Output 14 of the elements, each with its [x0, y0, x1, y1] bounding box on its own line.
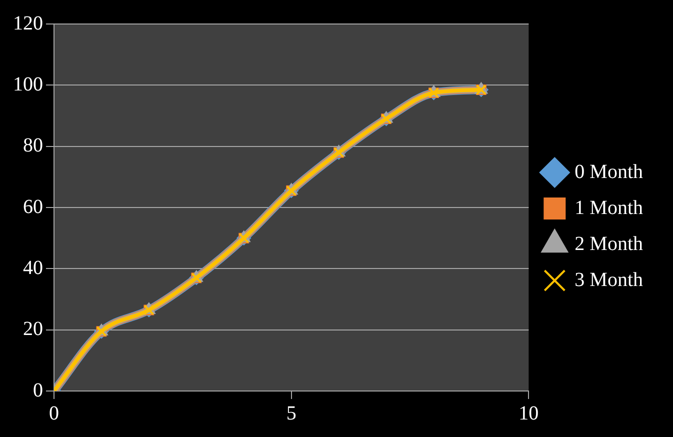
x-tick-label: 0	[49, 402, 59, 424]
y-tick-label: 40	[23, 256, 43, 279]
legend-label: 3 Month	[574, 268, 644, 291]
x-tick-label: 10	[518, 402, 539, 424]
y-tick-label: 0	[33, 379, 43, 402]
y-tick-label: 120	[13, 12, 43, 34]
y-tick-label: 80	[23, 134, 43, 157]
legend-label: 0 Month	[574, 160, 644, 183]
y-tick-label: 60	[23, 196, 43, 218]
y-tick-label: 20	[23, 318, 43, 340]
y-tick-label: 100	[13, 73, 43, 96]
legend-label: 2 Month	[574, 232, 644, 255]
legend-label: 1 Month	[574, 196, 644, 219]
x-tick-label: 5	[286, 402, 296, 424]
